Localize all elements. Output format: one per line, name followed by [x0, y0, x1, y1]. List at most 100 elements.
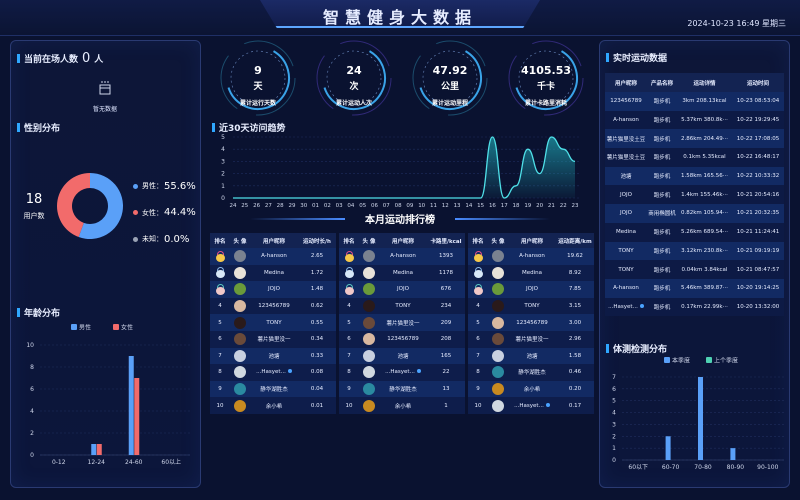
- table-row[interactable]: 4 TONY 3.15: [468, 297, 594, 315]
- present-count-header: 当前在场人数 0 人: [17, 51, 103, 66]
- gauge-outer-arc: [220, 40, 296, 116]
- table-row[interactable]: Medina 8.92: [468, 264, 594, 282]
- table-row[interactable]: 10 ...Hasyet... 0.17: [468, 397, 594, 414]
- table-row[interactable]: Medina 1178: [339, 264, 465, 282]
- avatar: [363, 316, 375, 329]
- table-row[interactable]: JOJO 跑步机 1.4km 155.46k··· 10-21 20:54:16: [605, 185, 784, 205]
- table-row[interactable]: 5 薯片猫里没一 209: [339, 314, 465, 331]
- product-cell: 跑步机: [647, 241, 677, 261]
- table-row[interactable]: TONY 跑步机 3.12km 230.8k··· 10-21 09:19:19: [605, 241, 784, 261]
- table-row[interactable]: 10 余小希 1: [339, 397, 465, 414]
- table-row[interactable]: 7 池塘 165: [339, 347, 465, 365]
- y-tick-label: 0: [221, 195, 225, 202]
- x-tick-label: 21: [548, 203, 555, 209]
- value-cell: 0.55: [298, 314, 336, 331]
- table-row[interactable]: A-hanson 19.62: [468, 248, 594, 265]
- legend-swatch: [71, 324, 77, 330]
- table-row[interactable]: JOJO 676: [339, 281, 465, 298]
- gauge-dashed-ring: [326, 50, 382, 106]
- nickname-cell: ...Hasyet...: [250, 364, 298, 381]
- table-row[interactable]: JOJO 商用椭圆机 0.82km 105.94··· 10-21 20:32:35: [605, 204, 784, 223]
- avatar: [492, 250, 504, 263]
- table-row[interactable]: ...Hasyet... 跑步机 0.17km 22.99k··· 10-20 13:…: [605, 297, 784, 317]
- x-tick-label: 05: [359, 203, 366, 209]
- table-row[interactable]: A-hanson 1393: [339, 248, 465, 265]
- table-row[interactable]: 7 池塘 1.58: [468, 347, 594, 365]
- avatar-cell: [230, 264, 250, 282]
- legend-label: 男性：: [142, 182, 163, 191]
- y-tick-label: 4: [612, 410, 616, 417]
- rank-cell: [210, 264, 230, 282]
- y-tick-label: 0: [30, 452, 34, 459]
- table-row[interactable]: 8 ...Hasyet... 0.08: [210, 364, 336, 381]
- table-row[interactable]: JOJO 7.85: [468, 281, 594, 298]
- y-tick-label: 1: [221, 183, 225, 190]
- x-tick-label: 60-70: [662, 464, 680, 471]
- value-cell: 1178: [427, 264, 465, 282]
- table-row[interactable]: 8 ...Hasyet... 22: [339, 364, 465, 381]
- avatar-cell: [359, 347, 379, 365]
- column-header: 卡路里/kcal: [427, 233, 465, 248]
- table-row[interactable]: 7 池塘 0.33: [210, 347, 336, 365]
- x-tick-label: 06: [371, 203, 378, 209]
- stat-unit: 次: [349, 82, 359, 92]
- table-row[interactable]: Medina 1.72: [210, 264, 336, 282]
- legend-value: 0.0%: [164, 233, 190, 245]
- kettlebell-medal-icon: [215, 283, 225, 295]
- column-header: 产品名称: [647, 73, 677, 92]
- x-tick-label: 17: [501, 203, 508, 209]
- rank-cell: 5: [339, 314, 359, 331]
- column-header: 排名: [210, 233, 230, 248]
- table-row[interactable]: 123456789 跑步机 3km 208.13kcal 10-23 08:53:04: [605, 92, 784, 111]
- y-tick-label: 8: [30, 364, 34, 371]
- table-row[interactable]: 5 TONY 0.55: [210, 314, 336, 331]
- table-row[interactable]: 薯片猫里没土豆 跑步机 0.1km 5.35kcal 10-22 16:48:17: [605, 148, 784, 167]
- time-cell: 10-22 16:48:17: [732, 148, 784, 167]
- table-row[interactable]: 6 薯片猫里没一 0.34: [210, 330, 336, 348]
- table-row[interactable]: 10 余小希 0.01: [210, 397, 336, 414]
- table-row[interactable]: A-hanson 跑步机 5.46km 389.87··· 10-20 19:14:2…: [605, 278, 784, 298]
- x-tick-label: 10: [418, 203, 425, 209]
- table-row[interactable]: 8 静华湖胜杰 0.46: [468, 364, 594, 381]
- table-row[interactable]: Medina 跑步机 5.26km 689.54··· 10-21 11:24:41: [605, 222, 784, 242]
- table-row[interactable]: 4 123456789 0.62: [210, 297, 336, 315]
- value-cell: 8.92: [556, 264, 594, 282]
- table-row[interactable]: JOJO 1.48: [210, 281, 336, 298]
- table-row[interactable]: 5 123456789 3.00: [468, 314, 594, 331]
- kettlebell-medal-icon: [215, 267, 225, 279]
- rank-cell: 10: [468, 397, 488, 414]
- avatar: [492, 383, 504, 396]
- nickname-cell: TONY: [508, 297, 556, 315]
- value-cell: 3.15: [556, 297, 594, 315]
- table-row[interactable]: 池塘 跑步机 1.58km 165.56··· 10-22 10:33:32: [605, 166, 784, 186]
- rank-cell: 5: [210, 314, 230, 331]
- y-tick-label: 2: [612, 433, 616, 440]
- avatar: [363, 383, 375, 396]
- body-test-title: 体测检测分布: [606, 342, 667, 355]
- table-row[interactable]: A-hanson 跑步机 5.37km 380.8k··· 10-22 19:29:4…: [605, 110, 784, 130]
- column-header: 运动时长/h: [298, 233, 336, 248]
- gauge-arc: [226, 46, 290, 110]
- avatar: [492, 283, 504, 296]
- y-tick-label: 0: [612, 457, 616, 464]
- table-row[interactable]: 薯片猫里没土豆 跑步机 2.86km 204.49··· 10-22 17:08:05: [605, 129, 784, 149]
- nickname-cell: 123456789: [605, 92, 647, 111]
- nickname-cell: A-hanson: [605, 278, 647, 298]
- table-row[interactable]: 9 静华湖胜杰 0.04: [210, 380, 336, 398]
- table-row[interactable]: A-hanson 2.65: [210, 248, 336, 265]
- avatar: [234, 366, 246, 379]
- rank-cell: [468, 264, 488, 282]
- nickname-cell: Medina: [508, 264, 556, 282]
- trend-title: 近30天访问趋势: [212, 121, 286, 134]
- gender-legend: 男性： 55.6% 女性： 44.4% 未知： 0.0%: [133, 173, 196, 253]
- table-row[interactable]: 6 薯片猫里没一 2.96: [468, 330, 594, 348]
- table-row[interactable]: TONY 跑步机 0.04km 3.84kcal 10-21 08:47:57: [605, 260, 784, 279]
- table-row[interactable]: 9 静华湖胜杰 13: [339, 380, 465, 398]
- nickname-cell: JOJO: [508, 281, 556, 298]
- x-tick-label: 0-12: [52, 459, 66, 466]
- table-row[interactable]: 4 TONY 234: [339, 297, 465, 315]
- table-row[interactable]: 9 余小希 0.20: [468, 380, 594, 398]
- gauge-arc: [418, 46, 482, 110]
- empty-box-icon: [99, 81, 111, 95]
- table-row[interactable]: 6 123456789 208: [339, 330, 465, 348]
